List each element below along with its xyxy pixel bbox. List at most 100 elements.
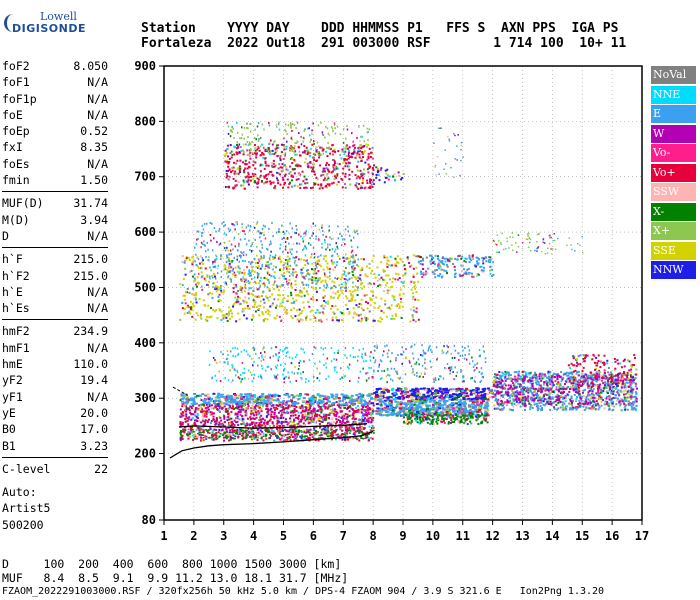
echo-dot <box>312 437 315 440</box>
echo-dot <box>413 413 416 416</box>
echo-dot <box>420 403 424 406</box>
echo-dot <box>373 397 377 400</box>
echo-dot <box>365 411 368 414</box>
echo-dot <box>534 387 537 390</box>
echo-dot <box>316 367 318 370</box>
echo-dot <box>604 375 607 378</box>
echo-dot <box>296 353 298 356</box>
echo-dot <box>385 414 389 417</box>
echo-dot <box>456 389 460 392</box>
echo-dot <box>360 418 363 421</box>
echo-dot <box>583 408 586 411</box>
echo-dot <box>440 390 444 393</box>
echo-dot <box>409 389 413 392</box>
echo-dot <box>596 390 599 393</box>
echo-dot <box>587 394 590 397</box>
logo-line1: Lowell <box>40 10 77 23</box>
echo-dot <box>259 408 262 411</box>
echo-dot <box>467 417 470 420</box>
echo-dot <box>379 399 383 402</box>
echo-dot <box>545 379 548 382</box>
echo-dot <box>190 429 193 432</box>
echo-dot <box>568 388 571 391</box>
echo-dot <box>458 411 462 414</box>
echo-dot <box>547 390 550 393</box>
echo-dot <box>309 407 312 410</box>
echo-dot <box>443 401 447 404</box>
echo-dot <box>284 433 287 436</box>
echo-dot <box>595 377 598 380</box>
echo-dot <box>455 390 459 393</box>
echo-dot <box>430 392 434 395</box>
echo-dot <box>595 356 598 359</box>
echo-dot <box>589 371 592 374</box>
echo-dot <box>239 432 242 434</box>
echo-dot <box>517 393 520 396</box>
echo-dot <box>462 396 466 399</box>
echo-dot <box>537 399 540 402</box>
echo-dot <box>477 392 481 395</box>
echo-dot <box>192 399 196 402</box>
legend-item-x-: X+ <box>651 222 696 240</box>
echo-dot <box>363 409 366 412</box>
echo-dot <box>507 391 510 394</box>
echo-dot <box>290 427 293 430</box>
echo-dot <box>542 394 545 397</box>
echo-dot <box>561 390 564 393</box>
echo-dot <box>535 373 538 376</box>
echo-dot <box>289 436 292 439</box>
echo-dot <box>593 396 596 399</box>
echo-dot <box>198 431 201 434</box>
echo-dot <box>422 412 425 415</box>
param-label: foE <box>2 107 23 122</box>
echo-dot <box>342 433 345 436</box>
echo-dot <box>476 404 480 407</box>
echo-dot <box>194 433 197 436</box>
echo-dot <box>542 387 545 390</box>
echo-dot <box>593 378 596 381</box>
echo-dot <box>273 374 276 377</box>
echo-dot <box>574 383 577 386</box>
echo-dot <box>251 432 254 435</box>
echo-dot <box>231 405 234 408</box>
echo-dot <box>312 417 315 420</box>
echo-dot <box>376 407 380 410</box>
echo-dot <box>242 409 245 412</box>
echo-dot <box>404 413 407 416</box>
echo-dot <box>506 371 509 374</box>
param-value: 31.74 <box>73 196 108 211</box>
echo-dot <box>253 433 256 436</box>
echo-dot <box>248 355 251 358</box>
echo-dot <box>475 387 479 390</box>
echo-dot <box>253 417 256 420</box>
echo-dot <box>620 386 623 389</box>
echo-dot <box>365 419 368 422</box>
echo-dot <box>395 356 397 359</box>
echo-dot <box>615 403 618 406</box>
echo-dot <box>254 424 257 427</box>
echo-dot <box>244 411 247 414</box>
echo-dot <box>493 404 496 407</box>
echo-dot <box>184 404 187 407</box>
separator <box>2 319 108 321</box>
echo-dot <box>269 356 271 359</box>
echo-dot <box>324 418 327 421</box>
echo-dot <box>571 399 574 402</box>
echo-dot <box>342 417 345 420</box>
echo-dot <box>305 435 308 437</box>
echo-dot <box>545 393 548 396</box>
echo-dot <box>337 418 340 421</box>
echo-dot <box>481 372 483 375</box>
echo-dot <box>358 429 361 432</box>
echo-dot <box>540 379 543 382</box>
echo-dot <box>310 413 313 416</box>
param-row: B1 3.23 <box>2 438 108 454</box>
echo-dot <box>364 402 368 405</box>
echo-dot <box>580 372 583 375</box>
echo-dot <box>583 400 586 403</box>
echo-dot <box>598 369 601 372</box>
echo-dot <box>521 394 524 397</box>
echo-dot <box>356 429 359 432</box>
echo-dot <box>208 432 211 434</box>
echo-dot <box>462 422 465 425</box>
